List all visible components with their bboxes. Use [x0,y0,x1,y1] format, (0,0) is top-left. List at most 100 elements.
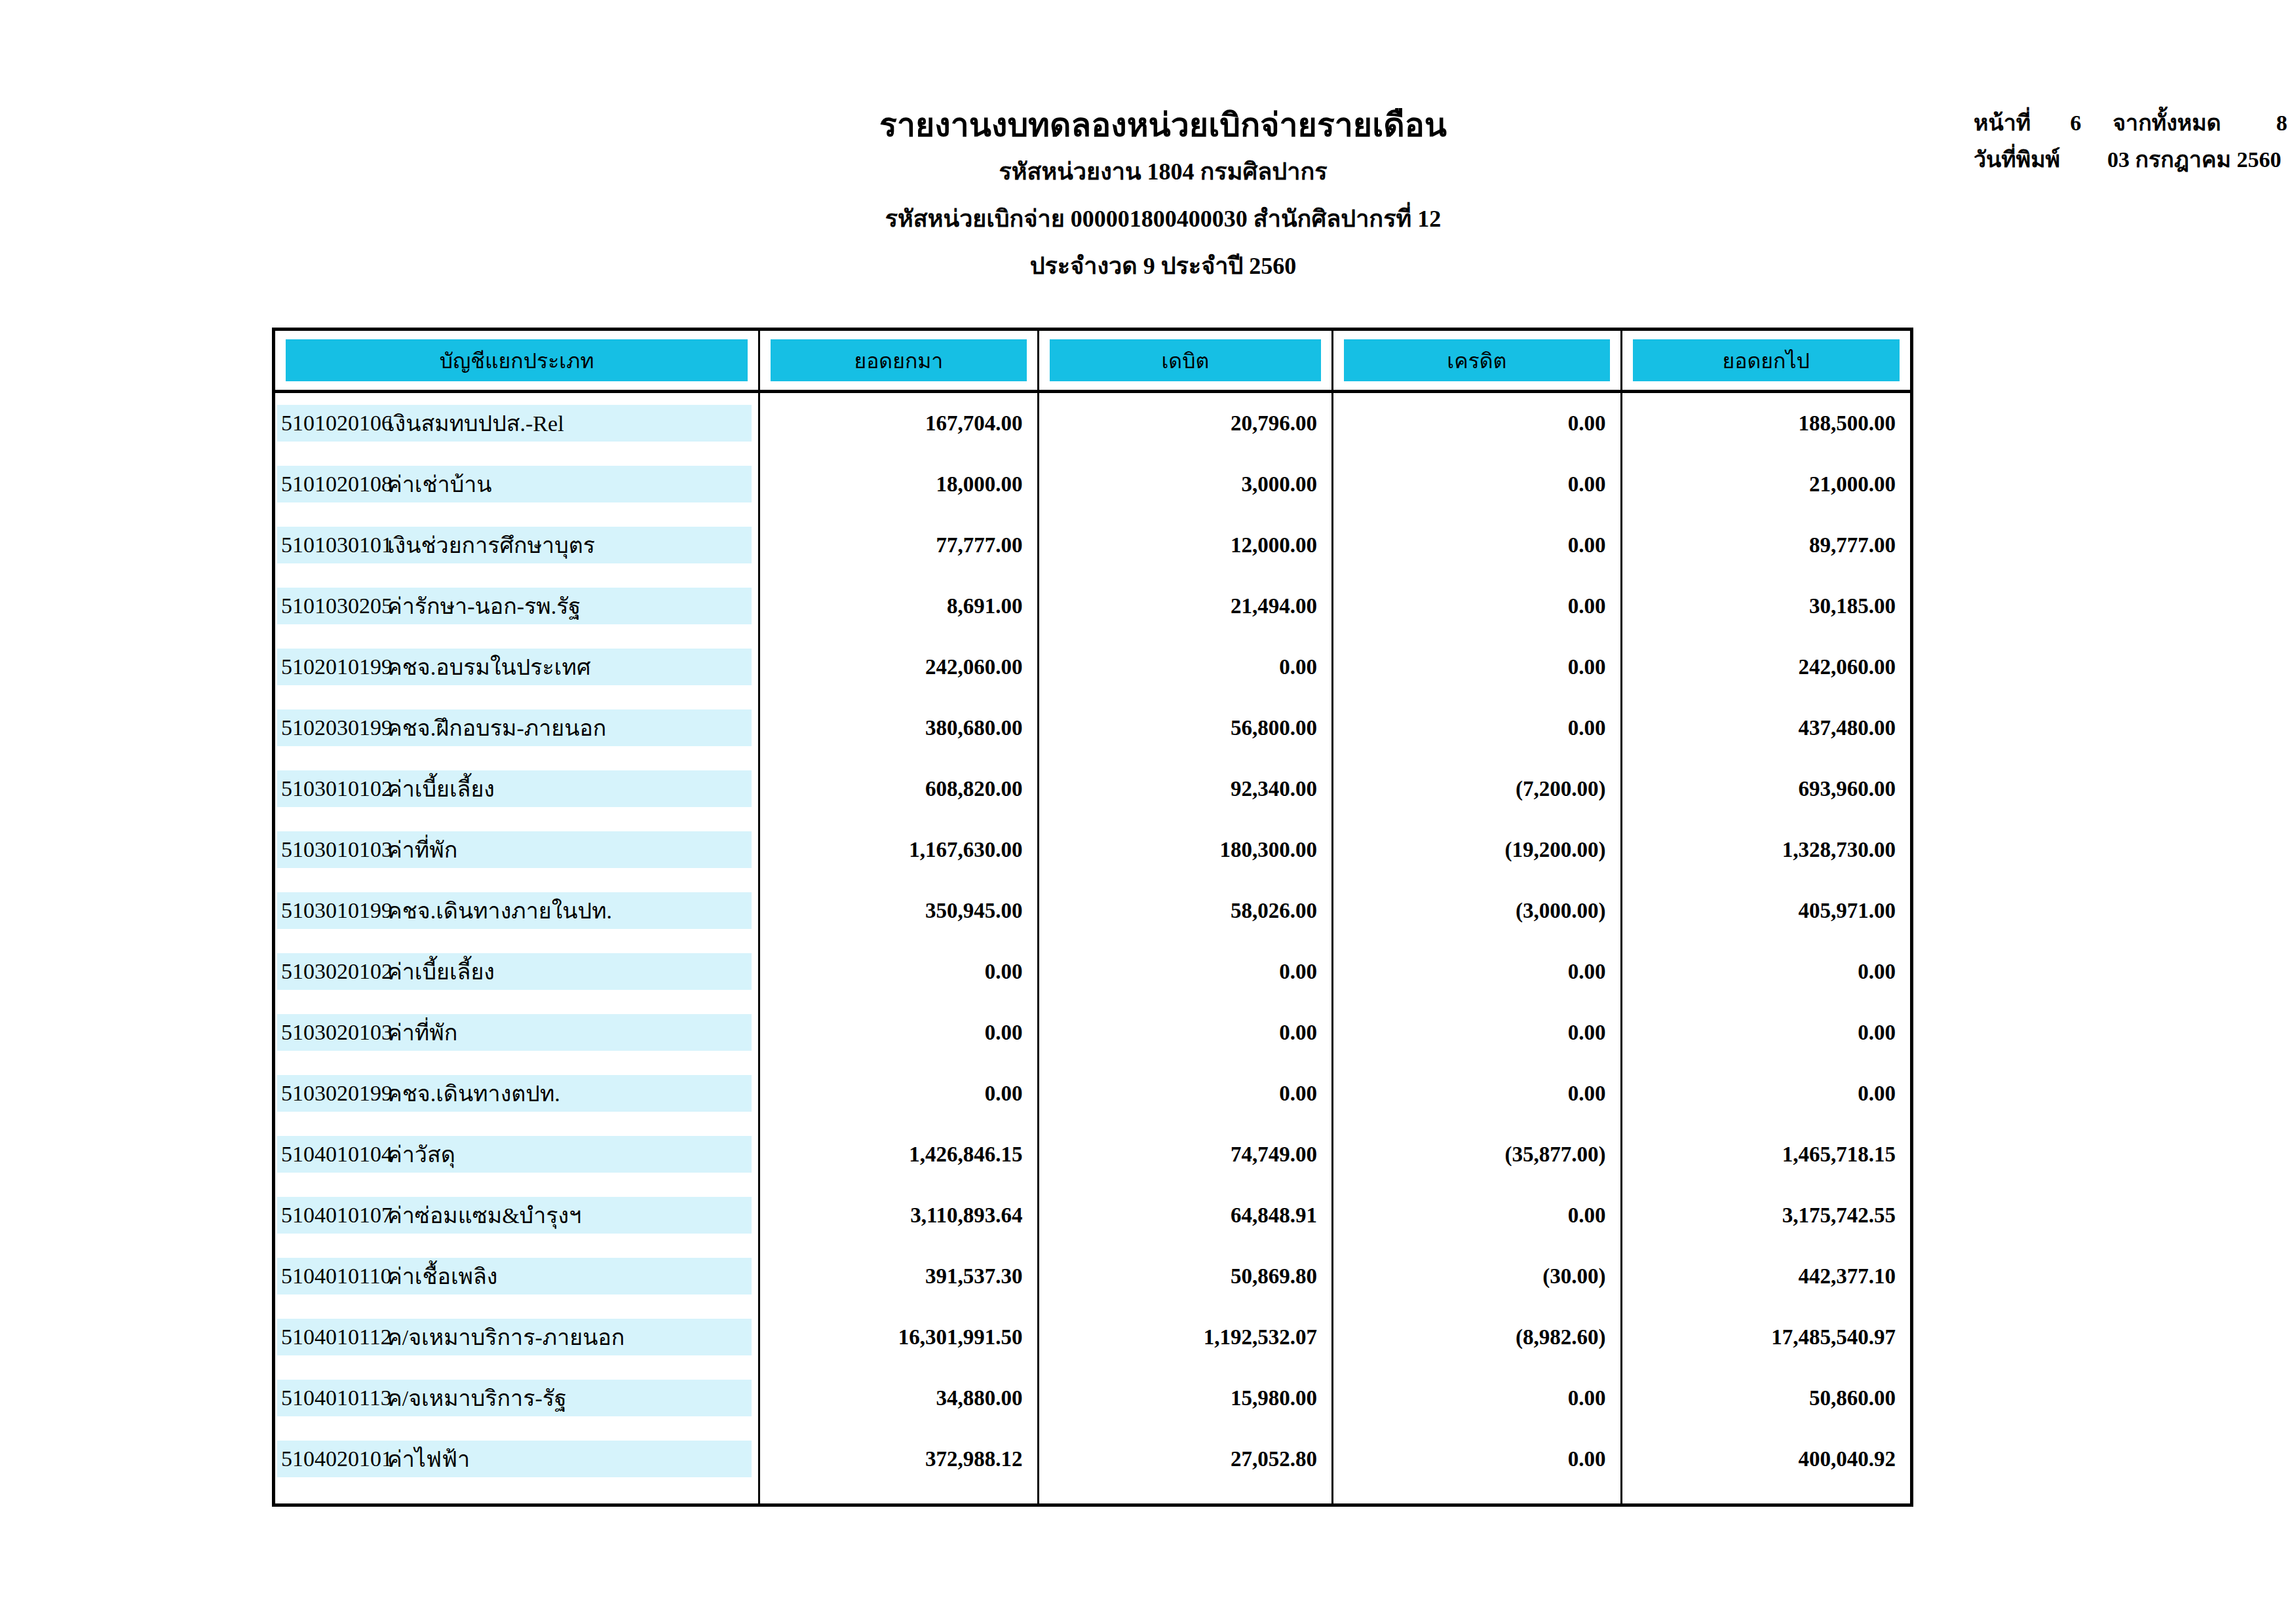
total-pages: 8 [2276,110,2287,136]
account-cell: 5103010199 คชจ.เดินทางภายในปท. [275,880,760,941]
balance-carried-forward-cell: 1,465,718.15 [1622,1124,1910,1185]
balance-brought-forward-cell: 350,945.00 [760,880,1039,941]
table-row: 5103010102 ค่าเบี้ยเลี้ยง 608,820.00 92,… [275,759,1910,820]
debit-cell: 0.00 [1039,1002,1333,1063]
balance-carried-forward-cell: 0.00 [1622,1063,1910,1124]
balance-brought-forward-cell: 3,110,893.64 [760,1185,1039,1246]
account-stripe: 5103020199 คชจ.เดินทางตปท. [277,1075,752,1112]
balance-carried-forward-cell: 693,960.00 [1622,759,1910,820]
debit-cell: 1,192,532.07 [1039,1307,1333,1368]
balance-carried-forward-cell: 405,971.00 [1622,880,1910,941]
debit-cell: 15,980.00 [1039,1368,1333,1429]
credit-cell: (7,200.00) [1333,759,1622,820]
account-stripe: 5103010199 คชจ.เดินทางภายในปท. [277,892,752,929]
account-stripe: 5104010107 ค่าซ่อมแซม&บำรุงฯ [277,1197,752,1234]
debit-cell: 0.00 [1039,941,1333,1002]
account-cell: 5104010113 ค/จเหมาบริการ-รัฐ [275,1368,760,1429]
table-row: 5104010112 ค/จเหมาบริการ-ภายนอก 16,301,9… [275,1307,1910,1368]
account-stripe: 5101020106 เงินสมทบปปส.-Rel [277,405,752,442]
column-header-balance-brought-forward: ยอดยกมา [760,331,1039,390]
credit-cell: (8,982.60) [1333,1307,1622,1368]
debit-cell: 50,869.80 [1039,1246,1333,1307]
account-stripe: 5101030101 เงินช่วยการศึกษาบุตร [277,527,752,563]
account-stripe: 5104010110 ค่าเชื้อเพลิง [277,1258,752,1294]
print-date-row: วันที่พิมพ์ 03 กรกฎาคม 2560 [1974,147,2275,173]
print-date-label: วันที่พิมพ์ [1974,147,2060,173]
account-cell: 5101030205 ค่ารักษา-นอก-รพ.รัฐ [275,576,760,637]
table-row: 5102030199 คชจ.ฝึกอบรม-ภายนอก 380,680.00… [275,698,1910,759]
balance-carried-forward-cell: 50,860.00 [1622,1368,1910,1429]
debit-cell: 0.00 [1039,1063,1333,1124]
agency-code-line: รหัสหน่วยงาน 1804 กรมศิลปากร [337,157,1989,186]
account-name: เงินสมทบปปส.-Rel [387,406,564,441]
column-header-gl-account: บัญชีแยกประเภท [275,331,760,390]
table-row: 5101020106 เงินสมทบปปส.-Rel 167,704.00 2… [275,393,1910,454]
debit-cell: 74,749.00 [1039,1124,1333,1185]
balance-carried-forward-cell: 188,500.00 [1622,393,1910,454]
table-row: 5104010110 ค่าเชื้อเพลิง 391,537.30 50,8… [275,1246,1910,1307]
balance-brought-forward-cell: 1,167,630.00 [760,820,1039,880]
account-code: 5101020106 [281,411,379,436]
account-code: 5101020108 [281,472,379,497]
account-code: 5102010199 [281,654,379,679]
account-stripe: 5103020103 ค่าที่พัก [277,1014,752,1051]
account-stripe: 5104010113 ค/จเหมาบริการ-รัฐ [277,1380,752,1416]
account-name: ค่าเบี้ยเลี้ยง [387,954,495,989]
account-name: คชจ.อบรมในประเทศ [387,649,590,685]
total-pages-label: จากทั้งหมด [2113,110,2221,136]
balance-brought-forward-cell: 34,880.00 [760,1368,1039,1429]
balance-carried-forward-cell: 437,480.00 [1622,698,1910,759]
account-name: คชจ.เดินทางตปท. [387,1076,560,1111]
credit-cell: 0.00 [1333,515,1622,576]
account-stripe: 5104010112 ค/จเหมาบริการ-ภายนอก [277,1319,752,1355]
column-header-credit: เครดิต [1333,331,1622,390]
balance-carried-forward-cell: 30,185.00 [1622,576,1910,637]
column-header-credit-label: เครดิต [1344,339,1609,381]
account-code: 5104020101 [281,1446,379,1471]
account-cell: 5103020102 ค่าเบี้ยเลี้ยง [275,941,760,1002]
debit-cell: 27,052.80 [1039,1429,1333,1490]
debit-cell [1039,1490,1333,1503]
balance-brought-forward-cell: 18,000.00 [760,454,1039,515]
debit-cell: 12,000.00 [1039,515,1333,576]
account-code: 5101030101 [281,533,379,557]
period-line: ประจำงวด 9 ประจำปี 2560 [337,252,1989,280]
table-row: 5103020102 ค่าเบี้ยเลี้ยง 0.00 0.00 0.00… [275,941,1910,1002]
table-row: 5104010113 ค/จเหมาบริการ-รัฐ 34,880.00 1… [275,1368,1910,1429]
credit-cell: 0.00 [1333,393,1622,454]
account-code: 5104010104 [281,1142,379,1167]
account-cell: 5104010112 ค/จเหมาบริการ-ภายนอก [275,1307,760,1368]
debit-cell: 92,340.00 [1039,759,1333,820]
account-code: 5103020103 [281,1020,379,1045]
table-row: 5103010199 คชจ.เดินทางภายในปท. 350,945.0… [275,880,1910,941]
account-cell: 5103020199 คชจ.เดินทางตปท. [275,1063,760,1124]
balance-brought-forward-cell: 167,704.00 [760,393,1039,454]
page-label: หน้าที่ [1974,110,2031,136]
balance-brought-forward-cell: 0.00 [760,941,1039,1002]
account-name: คชจ.เดินทางภายในปท. [387,893,612,928]
balance-brought-forward-cell: 1,426,846.15 [760,1124,1039,1185]
table-row: 5103020103 ค่าที่พัก 0.00 0.00 0.00 0.00 [275,1002,1910,1063]
table-row: 5103020199 คชจ.เดินทางตปท. 0.00 0.00 0.0… [275,1063,1910,1124]
balance-brought-forward-cell: 608,820.00 [760,759,1039,820]
column-header-balance-brought-forward-label: ยอดยกมา [771,339,1026,381]
balance-brought-forward-cell: 242,060.00 [760,637,1039,698]
table-header-row: บัญชีแยกประเภท ยอดยกมา เดบิต เครดิต ยอดย… [275,331,1910,393]
page-title: รายงานงบทดลองหน่วยเบิกจ่ายรายเดือน [337,105,1989,145]
credit-cell: (35,877.00) [1333,1124,1622,1185]
account-stripe: 5101020108 ค่าเช่าบ้าน [277,466,752,502]
balance-brought-forward-cell: 8,691.00 [760,576,1039,637]
account-cell: 5101020106 เงินสมทบปปส.-Rel [275,393,760,454]
account-cell: 5103010103 ค่าที่พัก [275,820,760,880]
table-row: 5104010107 ค่าซ่อมแซม&บำรุงฯ 3,110,893.6… [275,1185,1910,1246]
credit-cell: 0.00 [1333,1368,1622,1429]
account-cell [275,1490,760,1503]
account-stripe: 5103010102 ค่าเบี้ยเลี้ยง [277,770,752,807]
debit-cell: 180,300.00 [1039,820,1333,880]
account-code: 5104010113 [281,1386,379,1410]
account-stripe: 5102030199 คชจ.ฝึกอบรม-ภายนอก [277,709,752,746]
debit-cell: 20,796.00 [1039,393,1333,454]
account-cell: 5104020101 ค่าไฟฟ้า [275,1429,760,1490]
table-body: 5101020106 เงินสมทบปปส.-Rel 167,704.00 2… [275,393,1910,1503]
credit-cell: (3,000.00) [1333,880,1622,941]
